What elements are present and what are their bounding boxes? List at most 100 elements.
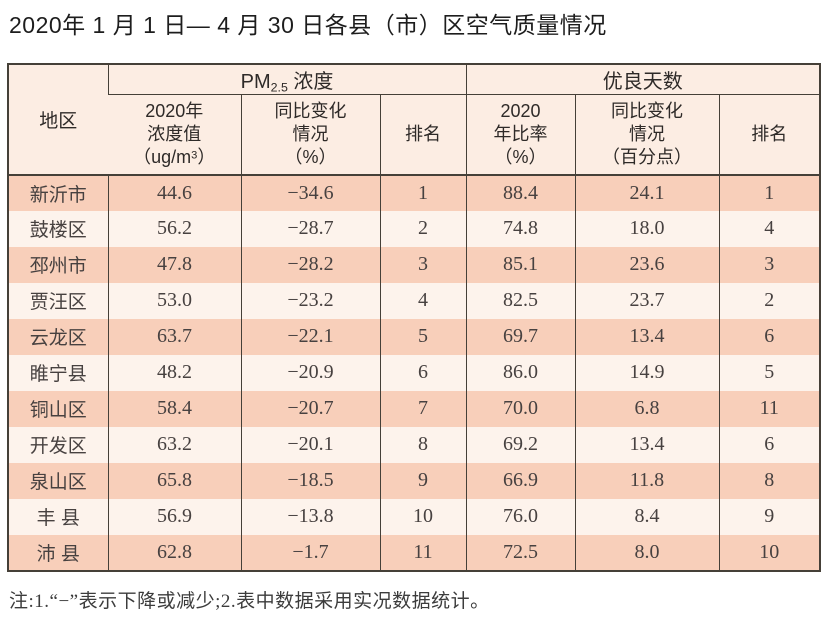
- pm-value-cell: 53.0: [107, 282, 241, 319]
- pm-value-cell: 56.9: [107, 498, 241, 535]
- pm-rank-cell: 6: [379, 354, 467, 391]
- pm-rank-cell: 3: [379, 246, 467, 283]
- pm-value-cell: 48.2: [107, 354, 241, 391]
- footnote: 注:1.“−”表示下降或减少;2.表中数据采用实况数据统计。: [9, 590, 490, 612]
- good-ratio-cell: 76.0: [465, 498, 576, 535]
- good-ratio-cell: 72.5: [465, 534, 576, 571]
- pm25-group-header: PM2.5 浓度: [107, 63, 467, 96]
- pm-rank-column-header: 排名: [379, 94, 467, 176]
- good-rank-cell: 4: [718, 210, 821, 247]
- pm-value-cell: 63.2: [107, 426, 241, 463]
- pm-value-cell: 47.8: [107, 246, 241, 283]
- region-cell: 新沂市: [8, 174, 108, 211]
- good-ratio-cell: 69.7: [465, 318, 576, 355]
- pm-value-cell: 44.6: [107, 174, 241, 211]
- region-cell: 沛 县: [8, 534, 108, 571]
- region-cell: 鼓楼区: [8, 210, 108, 247]
- good-ratio-cell: 82.5: [465, 282, 576, 319]
- pm-value-cell: 63.7: [107, 318, 241, 355]
- good-ratio-cell: 74.8: [465, 210, 576, 247]
- good-change-cell: 6.8: [574, 390, 720, 427]
- table-row: 丰 县 56.9 −13.8 10 76.0 8.4 9: [8, 498, 821, 535]
- air-quality-table: 地区 PM2.5 浓度 优良天数 2020年 浓度值 （ug/m3） 同比变化 …: [7, 62, 822, 572]
- pm-subscript: 2.5: [270, 80, 288, 95]
- good-rank-cell: 8: [718, 462, 821, 499]
- pm-change-cell: −34.6: [240, 174, 380, 211]
- pm-rank-cell: 10: [379, 498, 467, 535]
- good-rank-cell: 6: [718, 318, 821, 355]
- pm-change-cell: −20.1: [240, 426, 380, 463]
- table-row: 新沂市 44.6 −34.6 1 88.4 24.1 1: [8, 174, 821, 211]
- pm-label-rest: 浓度: [287, 70, 334, 93]
- table-row: 贾汪区 53.0 −23.2 4 82.5 23.7 2: [8, 282, 821, 319]
- pm-rank-cell: 11: [379, 534, 467, 571]
- table-row: 泉山区 65.8 −18.5 9 66.9 11.8 8: [8, 462, 821, 499]
- table-row: 鼓楼区 56.2 −28.7 2 74.8 18.0 4: [8, 210, 821, 247]
- pm-value-cell: 56.2: [107, 210, 241, 247]
- good-rank-cell: 2: [718, 282, 821, 319]
- good-ratio-cell: 85.1: [465, 246, 576, 283]
- table-row: 邳州市 47.8 −28.2 3 85.1 23.6 3: [8, 246, 821, 283]
- good-rank-cell: 11: [718, 390, 821, 427]
- good-ratio-column-header: 2020 年比率 （%）: [465, 94, 576, 176]
- pm-rank-cell: 2: [379, 210, 467, 247]
- good-change-cell: 8.4: [574, 498, 720, 535]
- good-change-cell: 11.8: [574, 462, 720, 499]
- good-ratio-cell: 70.0: [465, 390, 576, 427]
- region-cell: 睢宁县: [8, 354, 108, 391]
- good-ratio-cell: 66.9: [465, 462, 576, 499]
- good-change-cell: 13.4: [574, 426, 720, 463]
- pm-change-cell: −23.2: [240, 282, 380, 319]
- table-row: 云龙区 63.7 −22.1 5 69.7 13.4 6: [8, 318, 821, 355]
- table-row: 开发区 63.2 −20.1 8 69.2 13.4 6: [8, 426, 821, 463]
- pm-change-cell: −18.5: [240, 462, 380, 499]
- pm-change-cell: −22.1: [240, 318, 380, 355]
- pm-value-column-header: 2020年 浓度值 （ug/m3）: [108, 94, 241, 176]
- pm-value-header-lines: 2020年 浓度值: [145, 100, 204, 144]
- pm-change-cell: −13.8: [240, 498, 380, 535]
- pm-rank-cell: 5: [379, 318, 467, 355]
- good-ratio-cell: 86.0: [465, 354, 576, 391]
- good-change-column-header: 同比变化 情况 （百分点）: [574, 94, 720, 176]
- region-cell: 贾汪区: [8, 282, 108, 319]
- good-change-cell: 13.4: [574, 318, 720, 355]
- pm-value-unit: （ug/m3）: [133, 146, 216, 167]
- pm-value-cell: 62.8: [107, 534, 241, 571]
- region-cell: 邳州市: [8, 246, 108, 283]
- table-header: 地区 PM2.5 浓度 优良天数 2020年 浓度值 （ug/m3） 同比变化 …: [8, 63, 821, 176]
- region-cell: 云龙区: [8, 318, 108, 355]
- pm-change-cell: −20.7: [240, 390, 380, 427]
- pm-rank-cell: 9: [379, 462, 467, 499]
- pm-change-cell: −1.7: [240, 534, 380, 571]
- pm-change-cell: −28.7: [240, 210, 380, 247]
- table-row: 铜山区 58.4 −20.7 7 70.0 6.8 11: [8, 390, 821, 427]
- pm-change-cell: −20.9: [240, 354, 380, 391]
- good-ratio-cell: 69.2: [465, 426, 576, 463]
- pm-value-cell: 65.8: [107, 462, 241, 499]
- good-days-group-header: 优良天数: [465, 63, 821, 96]
- pm-rank-cell: 1: [379, 174, 467, 211]
- good-change-cell: 23.6: [574, 246, 720, 283]
- pm-rank-cell: 4: [379, 282, 467, 319]
- good-rank-cell: 10: [718, 534, 821, 571]
- good-ratio-cell: 88.4: [465, 174, 576, 211]
- good-change-cell: 14.9: [574, 354, 720, 391]
- good-rank-cell: 3: [718, 246, 821, 283]
- sub-header-row: 2020年 浓度值 （ug/m3） 同比变化 情况 （%） 排名 2020 年比…: [8, 94, 821, 176]
- region-cell: 泉山区: [8, 462, 108, 499]
- good-rank-cell: 6: [718, 426, 821, 463]
- good-change-cell: 8.0: [574, 534, 720, 571]
- good-change-cell: 23.7: [574, 282, 720, 319]
- table-row: 睢宁县 48.2 −20.9 6 86.0 14.9 5: [8, 354, 821, 391]
- good-rank-column-header: 排名: [718, 94, 821, 176]
- pm-label: PM: [240, 70, 271, 93]
- pm-rank-cell: 8: [379, 426, 467, 463]
- pm-change-column-header: 同比变化 情况 （%）: [240, 94, 380, 176]
- table-row: 沛 县 62.8 −1.7 11 72.5 8.0 10: [8, 534, 821, 571]
- region-cell: 开发区: [8, 426, 108, 463]
- good-rank-cell: 9: [718, 498, 821, 535]
- good-rank-cell: 1: [718, 174, 821, 211]
- region-cell: 丰 县: [8, 498, 108, 535]
- good-change-cell: 18.0: [574, 210, 720, 247]
